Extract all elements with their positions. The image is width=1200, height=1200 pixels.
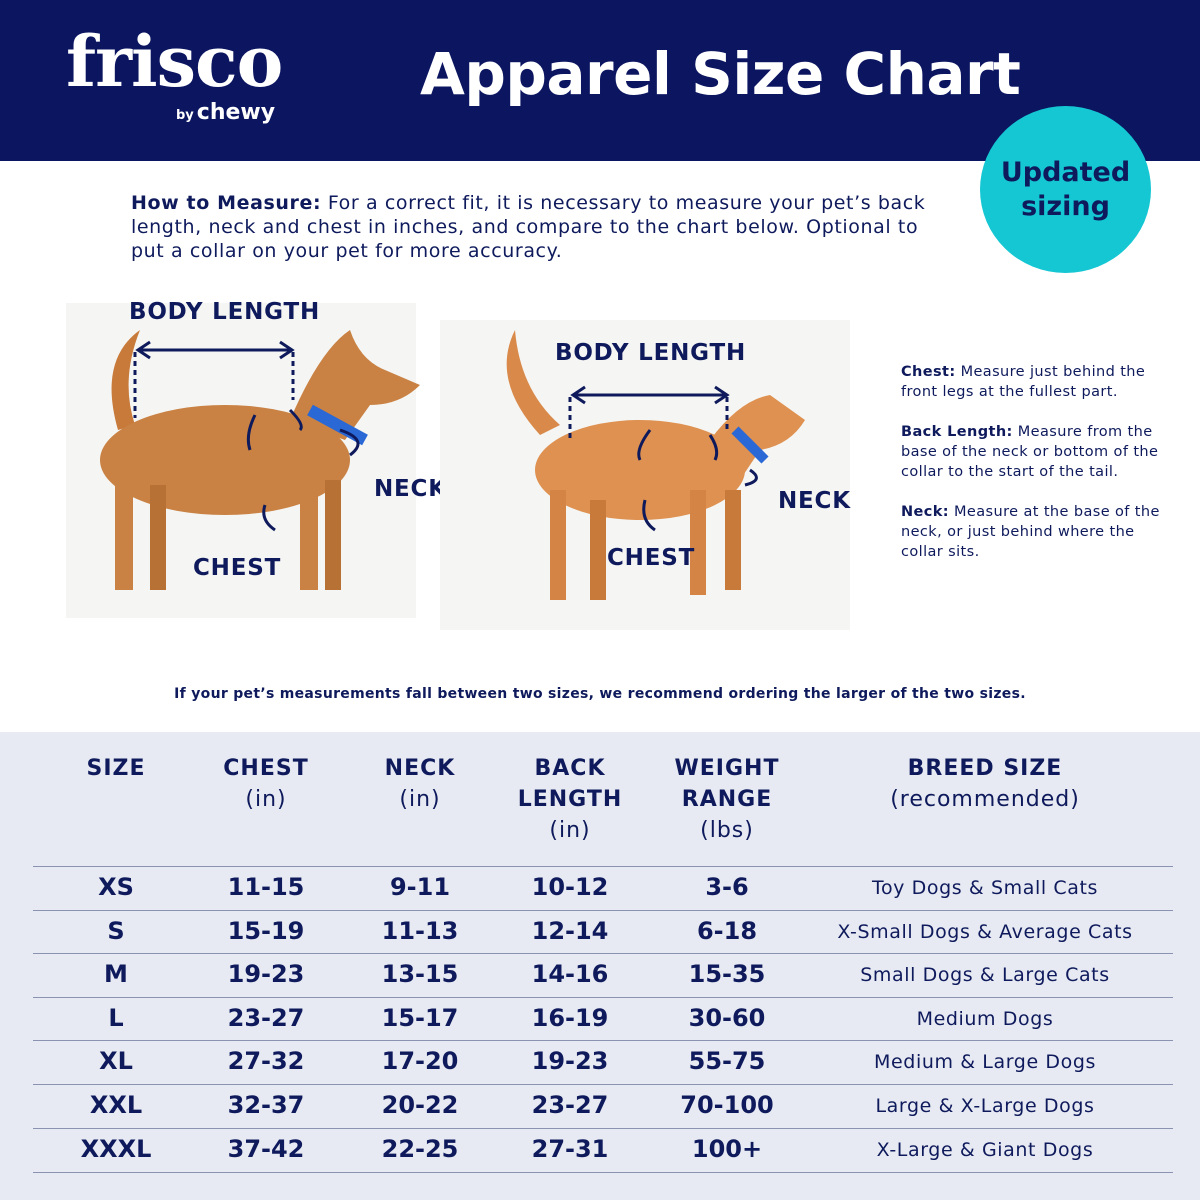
dog-illustration [100,330,420,590]
cat-neck-label: NECK [778,488,851,514]
dog-body-length-label: BODY LENGTH [129,299,320,325]
cat-illustration [506,330,805,600]
page-title: Apparel Size Chart [420,40,1021,108]
note-back-length: Back Length: Measure from the base of th… [901,424,1159,480]
cell-back-length: 19-23 [531,1047,609,1075]
header-back-length: BACK LENGTH (in) [517,756,623,843]
header-breed-size: BREED SIZE (recommended) [890,756,1080,812]
cell-chest: 11-15 [227,873,305,901]
cell-weight-range: 6-18 [696,917,758,945]
cell-back-length: 27-31 [531,1135,609,1163]
cell-breed-size: Medium Dogs [916,1008,1054,1030]
cat-body-length-label: BODY LENGTH [555,340,746,366]
table-row: XXL 32-37 20-22 23-27 70-100 Large & X-Large … [33,1084,1173,1128]
cell-breed-size: X-Small Dogs & Average Cats [837,921,1133,943]
cell-breed-size: Small Dogs & Large Cats [860,964,1110,986]
cell-back-length: 16-19 [531,1004,609,1032]
cell-neck: 17-20 [381,1047,459,1075]
cell-back-length: 23-27 [531,1091,609,1119]
header-chest: CHEST (in) [223,756,309,812]
cell-weight-range: 100+ [691,1135,763,1163]
cell-weight-range: 70-100 [680,1091,774,1119]
table-row: XL 27-32 17-20 19-23 55-75 Medium & Large Dog… [33,1040,1173,1084]
dog-chest-label: CHEST [193,555,282,581]
cell-neck: 22-25 [381,1135,459,1163]
cell-chest: 32-37 [227,1091,305,1119]
cell-neck: 11-13 [381,917,459,945]
cell-chest: 19-23 [227,960,305,988]
cell-chest: 37-42 [227,1135,305,1163]
cell-breed-size: X-Large & Giant Dogs [876,1139,1094,1161]
measurement-notes: Chest: Measure just behind the front leg… [901,362,1181,582]
header-weight-range: WEIGHT RANGE (lbs) [674,756,780,843]
how-to-measure: How to Measure: For a correct fit, it is… [131,192,926,262]
cell-neck: 15-17 [381,1004,459,1032]
dog-neck-label: NECK [374,476,447,502]
header-banner: frisco by chewy Apparel Size Chart [0,0,1200,161]
cell-chest: 23-27 [227,1004,305,1032]
cell-size: XXXL [80,1135,152,1163]
cell-size: S [107,917,125,945]
cell-size: XXL [89,1091,143,1119]
size-tip: If your pet’s measurements fall between … [174,686,1026,702]
cell-weight-range: 3-6 [705,873,749,901]
cell-breed-size: Large & X-Large Dogs [875,1095,1095,1117]
header-neck: NECK (in) [384,756,456,812]
cell-weight-range: 55-75 [688,1047,766,1075]
table-row: XXXL 37-42 22-25 27-31 100+ X-Large & Giant D… [33,1128,1173,1172]
table-row: S 15-19 11-13 12-14 6-18 X-Small Dogs & Avera… [33,910,1173,954]
table-row: XS 11-15 9-11 10-12 3-6 Toy Dogs & Small Cats [33,866,1173,910]
cell-neck: 13-15 [381,960,459,988]
cell-weight-range: 30-60 [688,1004,766,1032]
cell-size: M [104,960,128,988]
cell-back-length: 14-16 [531,960,609,988]
note-chest: Chest: Measure just behind the front leg… [901,364,1146,400]
updated-sizing-badge: Updated sizing [980,106,1151,273]
table-row: L 23-27 15-17 16-19 30-60 Medium Dogs [33,997,1173,1041]
cell-neck: 20-22 [381,1091,459,1119]
cell-neck: 9-11 [389,873,451,901]
cell-size: XS [98,873,134,901]
cat-chest-label: CHEST [607,545,696,571]
cell-breed-size: Medium & Large Dogs [874,1051,1096,1073]
table-row: M 19-23 13-15 14-16 15-35 Small Dogs & Large … [33,953,1173,997]
table-bottom-rule [33,1172,1173,1173]
cell-back-length: 10-12 [531,873,609,901]
cell-size: XL [99,1047,133,1075]
cell-weight-range: 15-35 [688,960,766,988]
frisco-logo: frisco by chewy [66,20,283,126]
chewy-logo: by chewy [176,100,276,125]
note-neck: Neck: Measure at the base of the neck, o… [901,504,1160,560]
cell-size: L [108,1004,124,1032]
cell-chest: 15-19 [227,917,305,945]
cell-chest: 27-32 [227,1047,305,1075]
cell-back-length: 12-14 [531,917,609,945]
size-table [0,732,1200,1200]
cell-breed-size: Toy Dogs & Small Cats [871,877,1099,899]
header-size: SIZE [86,756,146,781]
